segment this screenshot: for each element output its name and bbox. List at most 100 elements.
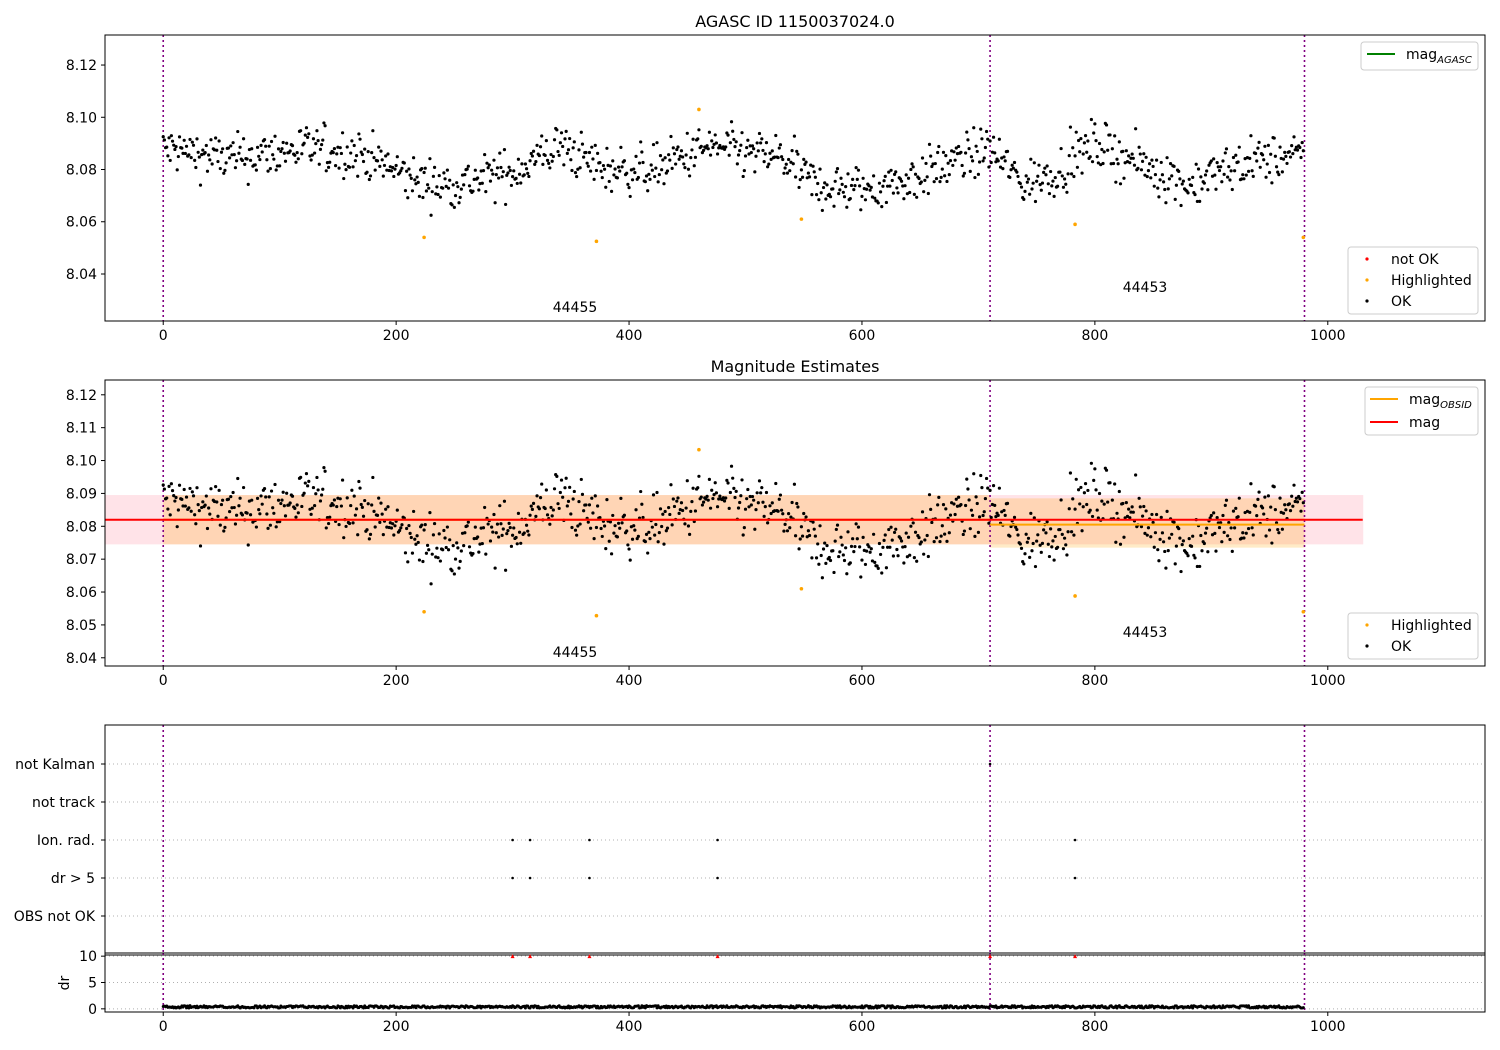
ok-point xyxy=(428,511,432,515)
ok-point xyxy=(331,503,335,507)
ok-point xyxy=(991,484,996,488)
ok-point xyxy=(188,137,192,142)
ok-point xyxy=(339,504,344,508)
ok-point xyxy=(259,143,263,147)
ok-point xyxy=(986,137,990,141)
ok-point xyxy=(997,137,1001,141)
ok-point xyxy=(473,525,477,529)
flag-label-3: dr > 5 xyxy=(51,871,95,887)
ok-point xyxy=(1060,532,1064,536)
ok-point xyxy=(732,137,736,142)
ok-point xyxy=(1260,153,1265,157)
ok-point xyxy=(379,149,383,153)
ok-point xyxy=(578,522,582,526)
flag-label-0: not Kalman xyxy=(15,757,95,773)
ok-point xyxy=(1075,165,1080,169)
ok-point xyxy=(1288,155,1293,159)
ytick-label-0: 0 xyxy=(88,1002,97,1018)
ok-point xyxy=(954,497,958,501)
highlighted-point xyxy=(697,107,701,112)
ok-point xyxy=(1131,156,1135,160)
ok-point xyxy=(1240,536,1244,540)
legend-not-ok-marker xyxy=(1365,257,1369,261)
ok-point xyxy=(422,170,426,175)
ok-point xyxy=(756,149,760,153)
legend-highlighted-marker-2 xyxy=(1365,623,1369,627)
ok-point xyxy=(576,524,580,528)
ok-point xyxy=(504,568,508,572)
ok-point xyxy=(420,523,424,527)
ok-point xyxy=(653,174,657,179)
ok-point xyxy=(550,159,554,163)
ok-point xyxy=(954,146,958,150)
ok-point xyxy=(655,141,659,145)
ok-point xyxy=(403,551,408,555)
ok-point xyxy=(1153,531,1158,535)
flag-point xyxy=(528,876,532,880)
ok-point xyxy=(386,505,390,509)
ok-point xyxy=(529,504,533,508)
ok-point xyxy=(1073,507,1077,511)
ok-point xyxy=(930,520,934,525)
ok-point xyxy=(1142,504,1146,509)
ok-point xyxy=(1174,183,1178,187)
ok-point xyxy=(656,180,660,184)
ok-point xyxy=(1198,564,1202,569)
ok-point xyxy=(705,494,709,498)
ok-point xyxy=(592,537,596,541)
ok-point xyxy=(1222,530,1226,534)
ok-point xyxy=(613,167,617,171)
ok-point xyxy=(514,535,518,540)
ok-point xyxy=(293,153,297,157)
ok-point xyxy=(964,503,968,508)
ok-point xyxy=(947,173,951,177)
ok-point xyxy=(1255,514,1259,518)
ok-point xyxy=(1274,521,1279,525)
ok-point xyxy=(740,478,744,482)
ok-point xyxy=(1016,174,1020,179)
ok-point xyxy=(573,171,578,175)
ok-point xyxy=(1234,506,1238,510)
ok-point xyxy=(608,164,613,168)
ok-point xyxy=(332,498,337,502)
ok-point xyxy=(894,170,898,174)
ok-point xyxy=(514,176,518,180)
ok-point xyxy=(582,509,586,513)
ok-point xyxy=(209,138,213,142)
ok-point xyxy=(969,155,974,159)
ok-point xyxy=(1209,159,1213,163)
ok-point xyxy=(172,494,176,498)
ok-point xyxy=(774,481,778,486)
ok-point xyxy=(863,198,868,202)
ok-point xyxy=(818,167,822,171)
ok-point xyxy=(1008,175,1012,179)
ok-point xyxy=(331,151,335,155)
ok-point xyxy=(785,171,790,175)
ok-point xyxy=(324,169,328,173)
flag-point xyxy=(716,876,719,880)
ok-point xyxy=(320,143,324,147)
ok-point xyxy=(310,506,314,510)
ok-point xyxy=(902,561,906,565)
ok-point xyxy=(273,134,277,138)
ok-point xyxy=(898,536,902,540)
ok-point xyxy=(455,541,459,545)
ok-point xyxy=(984,129,989,134)
ok-point xyxy=(1040,181,1045,185)
highlighted-point xyxy=(799,586,804,591)
panel-4-ylabel: dr xyxy=(57,975,73,990)
ok-point xyxy=(1270,541,1274,545)
ok-point xyxy=(442,171,446,175)
ok-point xyxy=(373,168,377,172)
ok-point xyxy=(1181,539,1185,543)
panel-1-obsid-label-2: 44453 xyxy=(1123,280,1168,296)
ok-point xyxy=(529,151,533,156)
ok-point xyxy=(328,160,332,164)
panel-2-title: Magnitude Estimates xyxy=(711,357,880,376)
ok-point xyxy=(452,572,456,576)
ok-point xyxy=(976,172,981,176)
ok-point xyxy=(981,159,985,163)
ok-point xyxy=(372,156,376,160)
ok-point xyxy=(318,147,323,151)
ok-point xyxy=(738,500,742,505)
